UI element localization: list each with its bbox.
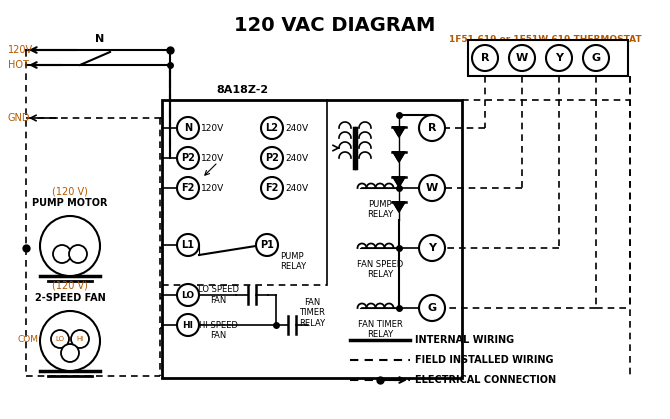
Text: INTERNAL WIRING: INTERNAL WIRING [415,335,514,345]
Text: G: G [592,53,600,63]
Circle shape [256,234,278,256]
Circle shape [61,344,79,362]
Text: GND: GND [8,113,31,123]
Text: 120V: 120V [201,153,224,163]
Text: W: W [426,183,438,193]
Text: P2: P2 [181,153,195,163]
Circle shape [177,147,199,169]
Circle shape [261,117,283,139]
Text: 8A18Z-2: 8A18Z-2 [216,85,268,95]
Circle shape [177,234,199,256]
Circle shape [177,117,199,139]
Text: 120V: 120V [201,124,224,132]
Circle shape [546,45,572,71]
Polygon shape [393,177,405,187]
Text: FAN TIMER
RELAY: FAN TIMER RELAY [358,320,403,339]
Circle shape [40,216,100,276]
Text: 1F51-619 or 1F51W-619 THERMOSTAT: 1F51-619 or 1F51W-619 THERMOSTAT [449,35,641,44]
Text: HI SPEED
FAN: HI SPEED FAN [198,321,237,340]
Circle shape [40,311,100,371]
Text: 120V: 120V [201,184,224,192]
Circle shape [509,45,535,71]
Text: R: R [481,53,489,63]
Circle shape [583,45,609,71]
Circle shape [71,330,89,348]
Text: W: W [516,53,528,63]
Text: N: N [184,123,192,133]
Circle shape [51,330,69,348]
Text: 2-SPEED FAN: 2-SPEED FAN [35,293,105,303]
Circle shape [177,284,199,306]
Text: ELECTRICAL CONNECTION: ELECTRICAL CONNECTION [415,375,556,385]
Text: F2: F2 [182,183,195,193]
Text: P1: P1 [260,240,274,250]
Text: HI: HI [76,336,84,342]
Circle shape [177,177,199,199]
Bar [462,100,630,378]
Circle shape [261,177,283,199]
Polygon shape [393,152,405,162]
Text: FAN SPEED
RELAY: FAN SPEED RELAY [357,260,403,279]
Circle shape [419,115,445,141]
Text: Y: Y [555,53,563,63]
Bar [162,100,462,378]
Text: N: N [95,34,105,44]
Text: PUMP
RELAY: PUMP RELAY [280,252,306,272]
Bar [468,40,628,76]
Text: L2: L2 [265,123,279,133]
Text: (120 V): (120 V) [52,186,88,196]
Circle shape [261,147,283,169]
Text: LO: LO [56,336,64,342]
Text: P2: P2 [265,153,279,163]
Text: PUMP MOTOR: PUMP MOTOR [32,198,108,208]
Circle shape [419,235,445,261]
Text: F2: F2 [265,183,279,193]
Text: 240V: 240V [285,184,308,192]
Circle shape [472,45,498,71]
Circle shape [177,314,199,336]
Text: Y: Y [428,243,436,253]
Text: LO SPEED
FAN: LO SPEED FAN [198,285,239,305]
Circle shape [419,175,445,201]
Text: (120 V): (120 V) [52,281,88,291]
Text: R: R [427,123,436,133]
Circle shape [53,245,71,263]
Text: FAN
TIMER
RELAY: FAN TIMER RELAY [299,298,325,328]
Text: HI: HI [182,321,194,329]
Text: PUMP
RELAY: PUMP RELAY [367,200,393,220]
Text: LO: LO [182,290,194,300]
Text: 120 VAC DIAGRAM: 120 VAC DIAGRAM [234,16,436,35]
Text: 240V: 240V [285,153,308,163]
Polygon shape [393,202,405,212]
Circle shape [419,295,445,321]
Text: COM: COM [17,334,38,344]
Text: G: G [427,303,437,313]
Polygon shape [393,127,405,137]
Text: 120V: 120V [8,45,33,55]
Text: FIELD INSTALLED WIRING: FIELD INSTALLED WIRING [415,355,553,365]
Text: L1: L1 [182,240,194,250]
Text: 240V: 240V [285,124,308,132]
Text: HOT: HOT [8,60,29,70]
Circle shape [69,245,87,263]
